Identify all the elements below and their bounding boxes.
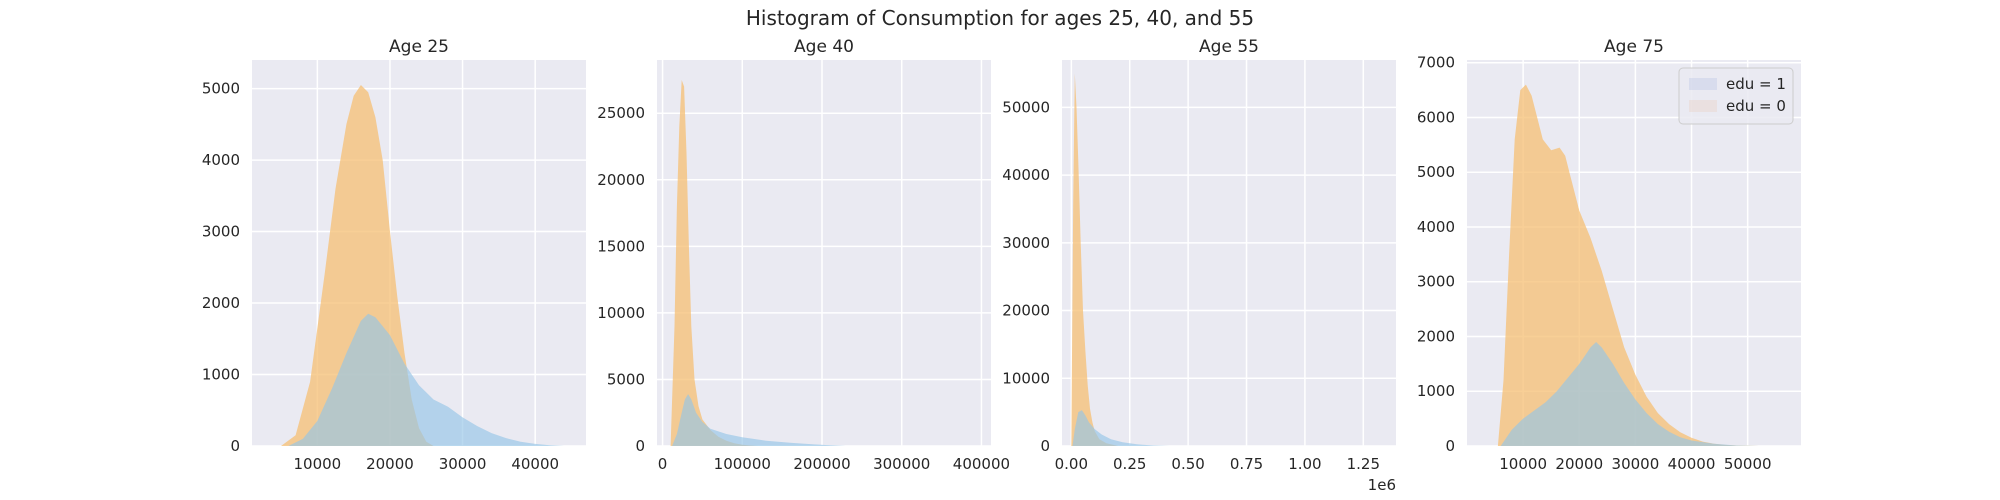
y-tick-label: 0 (635, 437, 645, 455)
legend-label: edu = 0 (1726, 97, 1786, 115)
y-tick-label: 20000 (1002, 302, 1050, 320)
x-tick-label: 0.00 (1055, 455, 1088, 473)
y-tick-label: 25000 (597, 104, 645, 122)
x-tick-label: 1.00 (1288, 455, 1321, 473)
y-tick-label: 50000 (1002, 98, 1050, 116)
y-tick-label: 3000 (1417, 273, 1455, 291)
subplot-title: Age 40 (794, 37, 854, 57)
y-tick-label: 1000 (1417, 382, 1455, 400)
histogram-series-edu-1 (672, 394, 846, 446)
plot-background (657, 60, 991, 446)
y-tick-label: 20000 (597, 171, 645, 189)
x-tick-label: 1.25 (1347, 455, 1380, 473)
y-tick-label: 5000 (607, 370, 645, 388)
histogram-areas (1497, 84, 1759, 446)
y-tick-label: 4000 (1417, 218, 1455, 236)
y-tick-label: 10000 (1002, 369, 1050, 387)
y-tick-label: 0 (1445, 437, 1455, 455)
x-tick-label: 30000 (439, 455, 487, 473)
y-tick-label: 5000 (202, 80, 240, 98)
legend: edu = 1 edu = 0 (1678, 67, 1794, 125)
x-tick-label: 0.75 (1230, 455, 1263, 473)
subplot-age-panel-0: 0 1000 2000 3000 4000 5000 10000 20000 30000 4000… (202, 37, 586, 473)
y-tick-label: 3000 (202, 223, 240, 241)
x-tick-label: 50000 (1724, 455, 1772, 473)
y-tick-label: 0 (1040, 437, 1050, 455)
histogram-series-edu-0 (670, 80, 759, 446)
subplot-title: Age 25 (389, 37, 449, 57)
x-tick-label: 200000 (793, 455, 850, 473)
subplot-title: Age 55 (1199, 37, 1259, 57)
legend-swatch (1689, 78, 1717, 90)
x-tick-label: 10000 (1499, 455, 1547, 473)
subplot-age-panel-1: 0 5000 10000 15000 20000 25000 0 100000 200000 30… (597, 37, 1010, 473)
x-tick-label: 30000 (1612, 455, 1660, 473)
y-tick-label: 7000 (1417, 54, 1455, 72)
plot-background (252, 60, 586, 446)
histogram-series-edu-0 (1497, 84, 1759, 446)
histogram-series-edu-0 (1071, 73, 1119, 446)
x-tick-label: 400000 (953, 455, 1010, 473)
x-axis-offset-label: 1e6 (1368, 476, 1396, 494)
histogram-series-edu-1 (1072, 410, 1170, 446)
y-tick-label: 1000 (202, 366, 240, 384)
y-tick-label: 40000 (1002, 166, 1050, 184)
x-tick-label: 40000 (1668, 455, 1716, 473)
y-tick-label: 6000 (1417, 108, 1455, 126)
x-tick-label: 100000 (714, 455, 771, 473)
legend-swatch (1689, 100, 1717, 112)
x-tick-label: 300000 (873, 455, 930, 473)
y-tick-label: 2000 (202, 294, 240, 312)
x-tick-label: 0 (658, 455, 668, 473)
x-tick-label: 20000 (366, 455, 414, 473)
x-tick-label: 0.50 (1171, 455, 1204, 473)
histogram-areas (670, 80, 846, 446)
figure-title: Histogram of Consumption for ages 25, 40… (746, 6, 1254, 30)
plot-background (1062, 60, 1396, 446)
legend-frame (1678, 67, 1794, 125)
histogram-areas (1071, 73, 1170, 446)
subplot-title: Age 75 (1604, 37, 1664, 57)
y-tick-label: 30000 (1002, 234, 1050, 252)
x-tick-label: 40000 (511, 455, 559, 473)
x-tick-label: 0.25 (1113, 455, 1146, 473)
y-tick-label: 2000 (1417, 327, 1455, 345)
y-tick-label: 0 (230, 437, 240, 455)
histogram-series-edu-1 (288, 313, 565, 446)
x-tick-label: 20000 (1555, 455, 1603, 473)
y-tick-label: 4000 (202, 151, 240, 169)
x-tick-label: 10000 (293, 455, 341, 473)
histogram-areas (281, 85, 565, 446)
y-tick-label: 5000 (1417, 163, 1455, 181)
y-tick-label: 10000 (597, 304, 645, 322)
subplot-age-panel-2: 0 10000 20000 30000 40000 50000 0.00 0.25 0.50 0.… (1002, 37, 1396, 494)
legend-label: edu = 1 (1726, 75, 1786, 93)
y-tick-label: 15000 (597, 237, 645, 255)
histogram-series-edu-1 (1500, 342, 1759, 446)
